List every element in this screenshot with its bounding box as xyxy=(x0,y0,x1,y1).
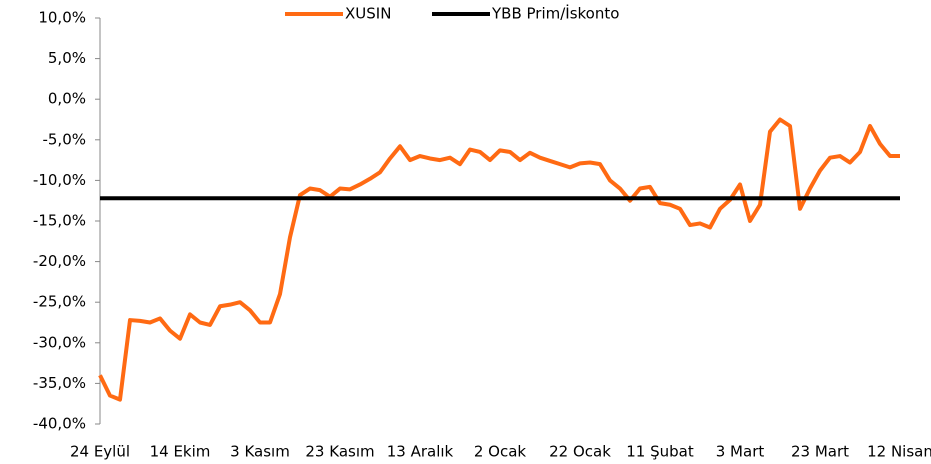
x-tick-label: 3 Mart xyxy=(716,443,765,461)
legend-label: XUSIN xyxy=(345,5,391,23)
x-tick-label: 24 Eylül xyxy=(70,443,130,461)
y-tick-label: -30,0% xyxy=(33,333,86,351)
x-tick-label: 12 Nisan xyxy=(867,443,931,461)
y-tick-label: -20,0% xyxy=(33,252,86,270)
y-tick-label: 10,0% xyxy=(38,9,86,27)
y-tick-label: -5,0% xyxy=(42,130,86,148)
x-tick-label: 11 Şubat xyxy=(626,443,694,461)
x-tick-label: 23 Mart xyxy=(791,443,849,461)
x-tick-label: 3 Kasım xyxy=(230,443,290,461)
x-tick-label: 23 Kasım xyxy=(305,443,374,461)
y-tick-label: 0,0% xyxy=(48,90,86,108)
y-tick-label: 5,0% xyxy=(48,49,86,67)
y-tick-label: -10,0% xyxy=(33,171,86,189)
x-tick-label: 22 Ocak xyxy=(549,443,611,461)
line-series xyxy=(98,117,900,402)
legend-label: YBB Prim/İskonto xyxy=(491,4,619,23)
y-tick-label: -35,0% xyxy=(33,374,86,392)
x-tick-label: 13 Aralık xyxy=(387,443,454,461)
y-tick-label: -40,0% xyxy=(33,415,86,433)
y-tick-label: -25,0% xyxy=(33,293,86,311)
x-tick-label: 2 Ocak xyxy=(474,443,527,461)
y-tick-label: -15,0% xyxy=(33,212,86,230)
x-tick-label: 14 Ekim xyxy=(150,443,211,461)
